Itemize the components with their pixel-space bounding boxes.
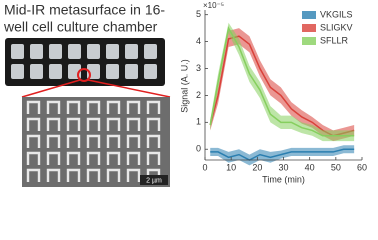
x-axis-label: Time (min) xyxy=(262,174,305,184)
x-tick-label: 0 xyxy=(202,162,207,172)
x-tick-label: 50 xyxy=(331,162,341,172)
sem-unit xyxy=(86,151,101,165)
sem-unit xyxy=(126,151,141,165)
sem-unit xyxy=(86,134,101,148)
sem-unit xyxy=(126,134,141,148)
sem-unit xyxy=(26,168,41,182)
error-band xyxy=(210,28,355,142)
well xyxy=(144,64,157,79)
sem-unit xyxy=(106,134,121,148)
y-tick-label: 4 xyxy=(196,36,201,46)
sem-unit xyxy=(146,134,161,148)
sem-unit xyxy=(26,100,41,114)
sem-unit xyxy=(46,168,61,182)
y-tick-label: 0 xyxy=(196,144,201,154)
well xyxy=(30,44,43,59)
sem-image xyxy=(22,97,170,187)
sem-unit xyxy=(146,151,161,165)
scale-bar-label: 2 µm xyxy=(146,177,162,184)
x-tick-label: 10 xyxy=(226,162,236,172)
well xyxy=(11,64,24,79)
figure: Mid-IR metasurface in 16- well cell cult… xyxy=(3,1,367,187)
sem-unit xyxy=(26,151,41,165)
sem-unit xyxy=(106,100,121,114)
y-axis-label: Signal (A. U.) xyxy=(179,59,189,113)
well xyxy=(144,44,157,59)
sem-unit xyxy=(66,117,81,131)
sem-unit xyxy=(106,151,121,165)
sem-unit xyxy=(126,117,141,131)
sem-unit xyxy=(26,117,41,131)
sem-unit xyxy=(126,168,141,182)
well xyxy=(68,44,81,59)
y-tick-label: 3 xyxy=(196,63,201,73)
sem-pattern xyxy=(26,100,161,182)
sem-unit xyxy=(86,117,101,131)
sem-unit xyxy=(106,168,121,182)
legend-label: SLIGKV xyxy=(320,22,353,32)
sem-unit xyxy=(86,168,101,182)
x-tick-label: 60 xyxy=(357,162,367,172)
y-tick-label: 2 xyxy=(196,90,201,100)
sem-unit xyxy=(46,117,61,131)
sem-unit xyxy=(46,134,61,148)
well xyxy=(49,64,62,79)
y-tick-label: 5 xyxy=(196,9,201,19)
zoom-line xyxy=(21,79,81,98)
axis-multiplier: ×10⁻⁵ xyxy=(203,1,224,10)
sem-unit xyxy=(66,151,81,165)
error-band xyxy=(210,22,355,142)
series-line xyxy=(210,148,355,161)
sem-unit xyxy=(126,100,141,114)
sem-unit xyxy=(66,168,81,182)
wells xyxy=(11,44,157,79)
legend-swatch xyxy=(302,37,316,45)
legend-swatch xyxy=(302,24,316,32)
well xyxy=(125,44,138,59)
zoom-line xyxy=(87,79,171,98)
scale-bar-box xyxy=(140,175,168,185)
well xyxy=(125,64,138,79)
figure-title-line: well cell culture chamber xyxy=(3,19,158,35)
legend-label: VKGILS xyxy=(320,9,353,19)
sem-unit xyxy=(66,134,81,148)
well xyxy=(106,44,119,59)
sem-unit xyxy=(146,117,161,131)
figure-title-line: Mid-IR metasurface in 16- xyxy=(4,2,165,18)
sem-unit xyxy=(106,117,121,131)
sem-unit xyxy=(26,134,41,148)
sem-unit xyxy=(86,100,101,114)
well xyxy=(11,44,24,59)
sem-unit xyxy=(66,100,81,114)
legend-swatch xyxy=(302,11,316,19)
well xyxy=(106,64,119,79)
sem-unit xyxy=(46,100,61,114)
well xyxy=(30,64,43,79)
well xyxy=(49,44,62,59)
x-tick-label: 40 xyxy=(305,162,315,172)
well xyxy=(87,44,100,59)
series-line xyxy=(209,25,355,137)
chamber xyxy=(5,38,165,86)
y-tick-label: 1 xyxy=(196,117,201,127)
sem-unit xyxy=(46,151,61,165)
legend-label: SFLLR xyxy=(320,35,349,45)
sem-unit xyxy=(146,100,161,114)
zoom-circle xyxy=(77,68,91,82)
x-tick-label: 30 xyxy=(278,162,288,172)
x-tick-label: 20 xyxy=(252,162,262,172)
